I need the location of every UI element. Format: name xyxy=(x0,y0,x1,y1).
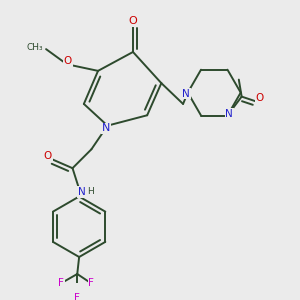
Text: F: F xyxy=(74,292,80,300)
Text: O: O xyxy=(44,151,52,161)
Text: F: F xyxy=(58,278,64,287)
Text: N: N xyxy=(101,124,110,134)
Text: O: O xyxy=(64,56,72,66)
Text: N: N xyxy=(78,187,86,197)
Text: H: H xyxy=(87,187,94,196)
Text: O: O xyxy=(256,94,264,103)
Text: O: O xyxy=(129,16,137,26)
Text: CH₃: CH₃ xyxy=(27,43,43,52)
Text: N: N xyxy=(182,88,190,98)
Text: N: N xyxy=(226,109,233,118)
Text: F: F xyxy=(88,278,94,287)
